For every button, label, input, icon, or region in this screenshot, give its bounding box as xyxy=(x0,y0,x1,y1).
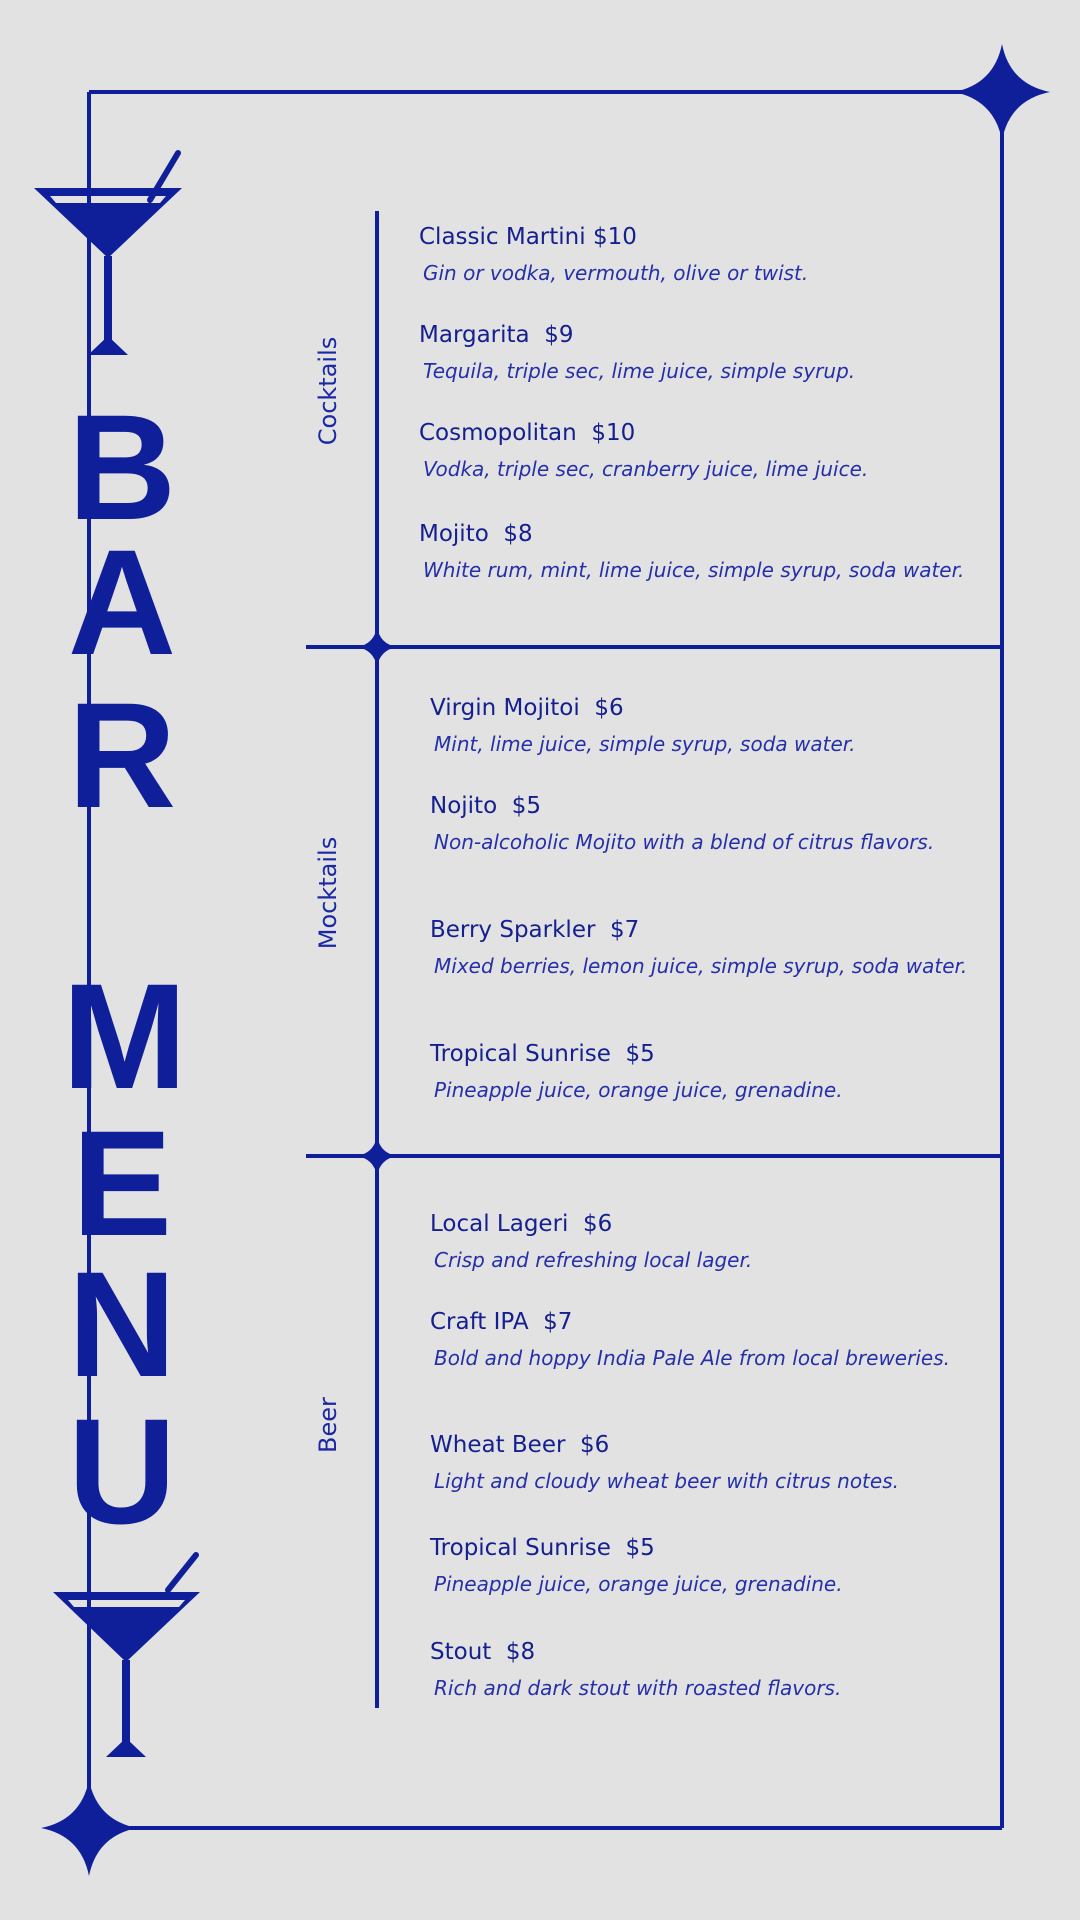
menu-item-name: Stout $8 xyxy=(430,1639,536,1665)
menu-item: Craft IPA $7 Bold and hoppy India Pale Al… xyxy=(430,1307,990,1373)
menu-item-name: Margarita $9 xyxy=(419,322,574,348)
menu-item-name: Nojito $5 xyxy=(430,793,542,819)
menu-item-name: Virgin Mojitoi $6 xyxy=(430,695,624,721)
menu-item-name: Classic Martini $10 xyxy=(419,224,637,250)
menu-item-name: Tropical Sunrise $5 xyxy=(430,1535,655,1561)
menu-item: Local Lageri $6 Crisp and refreshing loca… xyxy=(430,1209,990,1275)
menu-item-description: Gin or vodka, vermouth, olive or twist. xyxy=(423,261,809,285)
title-letter: A xyxy=(67,518,177,686)
menu-item: Nojito $5 Non-alcoholic Mojito with a ble… xyxy=(430,791,990,857)
menu-item-description: Rich and dark stout with roasted flavors… xyxy=(434,1676,842,1700)
section-label: Beer xyxy=(314,1397,342,1453)
menu-item: Cosmopolitan $10 Vodka, triple sec, cranb… xyxy=(419,418,979,484)
menu-item-description: Pineapple juice, orange juice, grenadine… xyxy=(434,1078,843,1102)
title-letter: M xyxy=(62,952,187,1120)
title-letter: N xyxy=(67,1240,177,1408)
menu-item-name: Tropical Sunrise $5 xyxy=(430,1041,655,1067)
menu-item: Stout $8 Rich and dark stout with roasted… xyxy=(430,1637,990,1703)
menu-item-name: Local Lageri $6 xyxy=(430,1211,613,1237)
menu-item-description: Tequila, triple sec, lime juice, simple … xyxy=(423,359,856,383)
menu-item-description: Bold and hoppy India Pale Ale from local… xyxy=(434,1346,950,1370)
menu-item-description: White rum, mint, lime juice, simple syru… xyxy=(423,558,965,582)
title-letter: R xyxy=(67,671,177,839)
martini-glass-icon xyxy=(34,150,182,355)
menu-item: Mojito $8 White rum, mint, lime juice, si… xyxy=(419,519,979,585)
sparkle-star-icon xyxy=(357,627,397,667)
section-label: Cocktails xyxy=(314,336,342,446)
menu-item: Margarita $9 Tequila, triple sec, lime ju… xyxy=(419,320,979,386)
menu-item-name: Wheat Beer $6 xyxy=(430,1432,610,1458)
menu-item-name: Berry Sparkler $7 xyxy=(430,917,640,943)
sparkle-star-icon xyxy=(954,44,1050,140)
title-letter: E xyxy=(71,1099,173,1267)
sparkle-star-icon xyxy=(41,1780,137,1876)
menu-item: Virgin Mojitoi $6 Mint, lime juice, simpl… xyxy=(430,693,990,759)
menu-item-description: Pineapple juice, orange juice, grenadine… xyxy=(434,1572,843,1596)
menu-item-description: Vodka, triple sec, cranberry juice, lime… xyxy=(423,457,869,481)
menu-item-description: Non-alcoholic Mojito with a blend of cit… xyxy=(434,830,935,854)
menu-item-name: Craft IPA $7 xyxy=(430,1309,573,1335)
menu-item-description: Mint, lime juice, simple syrup, soda wat… xyxy=(434,732,856,756)
menu-item-description: Crisp and refreshing local lager. xyxy=(434,1248,753,1272)
menu-item-description: Light and cloudy wheat beer with citrus … xyxy=(434,1469,899,1493)
menu-item: Berry Sparkler $7 Mixed berries, lemon ju… xyxy=(430,915,990,981)
title-letter: U xyxy=(67,1387,177,1555)
menu-item: Classic Martini $10 Gin or vodka, vermout… xyxy=(419,222,979,288)
menu-item: Wheat Beer $6 Light and cloudy wheat beer… xyxy=(430,1430,990,1496)
menu-item: Tropical Sunrise $5 Pineapple juice, oran… xyxy=(430,1039,990,1105)
menu-item-name: Cosmopolitan $10 xyxy=(419,420,636,446)
martini-glass-icon xyxy=(53,1552,200,1757)
menu-item: Tropical Sunrise $5 Pineapple juice, oran… xyxy=(430,1533,990,1599)
menu-item-name: Mojito $8 xyxy=(419,521,533,547)
sparkle-star-icon xyxy=(357,1136,397,1176)
section-label: Mocktails xyxy=(314,836,342,950)
title-letter: B xyxy=(67,383,177,551)
menu-item-description: Mixed berries, lemon juice, simple syrup… xyxy=(434,954,968,978)
